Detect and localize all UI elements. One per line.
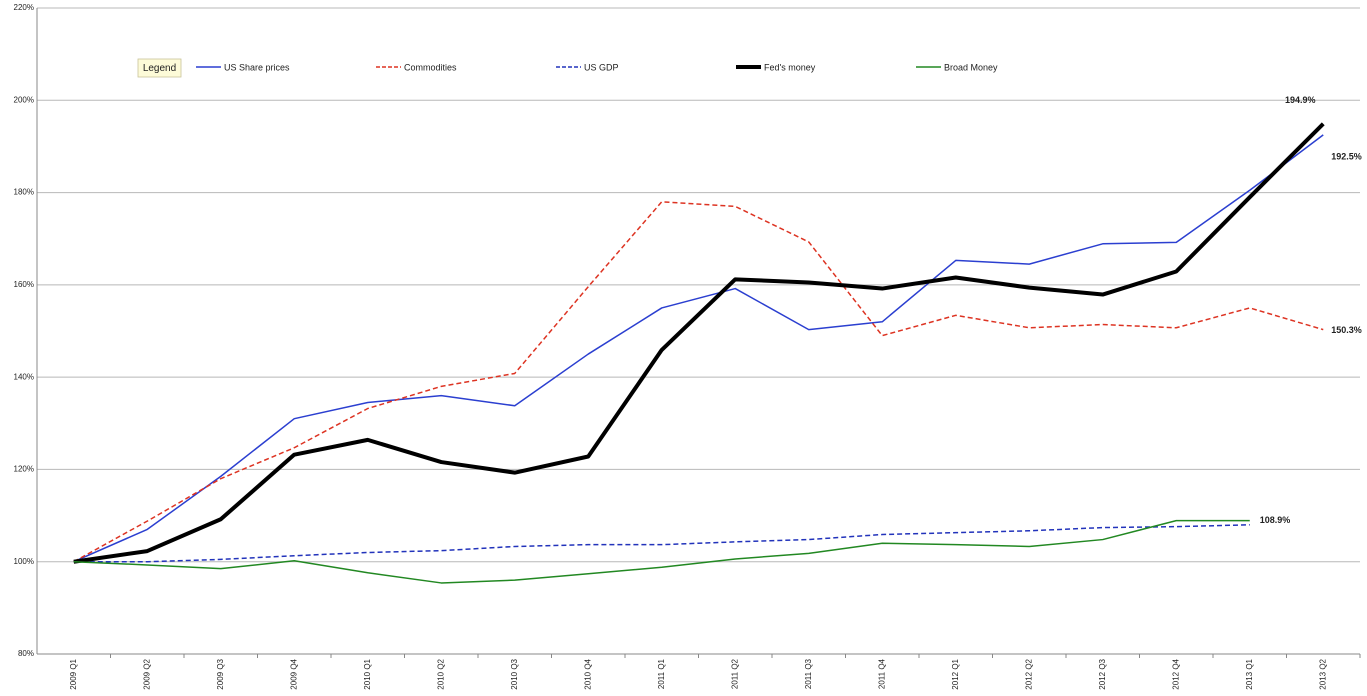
x-tick-label: 2011 Q3 — [804, 658, 813, 689]
y-tick-label: 140% — [14, 372, 34, 381]
legend-label: Commodities — [404, 62, 457, 72]
annotation: 150.3% — [1331, 325, 1362, 335]
legend-label: US GDP — [584, 62, 619, 72]
legend-label: Fed's money — [764, 62, 816, 72]
x-tick-label: 2009 Q3 — [216, 658, 225, 689]
y-tick-label: 180% — [14, 188, 34, 197]
series-line — [73, 122, 1325, 564]
annotation: 108.9% — [1260, 515, 1291, 525]
x-tick-label: 2013 Q1 — [1245, 658, 1254, 689]
legend-label: US Share prices — [224, 62, 290, 72]
x-tick-label: 2010 Q1 — [363, 658, 372, 689]
x-tick-label: 2010 Q3 — [510, 658, 519, 689]
y-tick-label: 100% — [14, 557, 34, 566]
series-line — [73, 201, 1324, 563]
x-tick-label: 2012 Q4 — [1171, 658, 1180, 689]
legend-title: Legend — [143, 63, 176, 74]
y-tick-label: 200% — [14, 95, 34, 104]
x-tick-label: 2012 Q2 — [1024, 658, 1033, 689]
x-tick-label: 2011 Q4 — [877, 658, 886, 689]
x-tick-label: 2009 Q4 — [289, 658, 298, 689]
series-line — [73, 524, 1250, 563]
y-tick-label: 120% — [14, 465, 34, 474]
legend-title-box — [137, 58, 182, 78]
annotation: 192.5% — [1331, 151, 1362, 161]
x-tick-label: 2011 Q1 — [657, 658, 666, 689]
x-tick-label: 2012 Q1 — [951, 658, 960, 689]
y-tick-label: 220% — [14, 3, 34, 12]
x-tick-label: 2010 Q2 — [436, 658, 445, 689]
legend-label: Broad Money — [944, 62, 998, 72]
x-tick-label: 2011 Q2 — [730, 658, 739, 689]
x-tick-label: 2013 Q2 — [1318, 658, 1327, 689]
y-tick-label: 160% — [14, 280, 34, 289]
series-line — [73, 134, 1324, 563]
x-tick-label: 2009 Q1 — [69, 658, 78, 689]
annotation: 194.9% — [1285, 95, 1316, 105]
x-tick-label: 2012 Q3 — [1098, 658, 1107, 689]
x-tick-label: 2009 Q2 — [142, 658, 151, 689]
series-line — [73, 519, 1250, 584]
x-tick-label: 2010 Q4 — [583, 658, 592, 689]
y-tick-label: 80% — [18, 649, 34, 658]
